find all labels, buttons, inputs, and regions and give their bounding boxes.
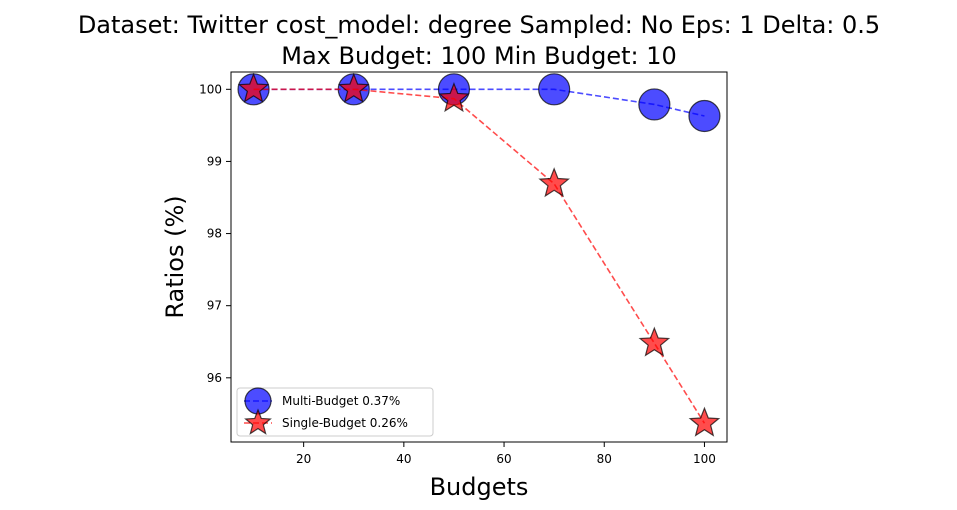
y-axis-label: Ratios (%) (161, 195, 189, 318)
data-point-star (337, 72, 370, 103)
legend-label: Multi-Budget 0.37% (282, 394, 400, 408)
chart-title-line2: Max Budget: 100 Min Budget: 10 (281, 42, 677, 70)
x-tick-label: 40 (396, 452, 411, 466)
x-tick-label: 100 (693, 452, 716, 466)
x-axis-label: Budgets (430, 473, 529, 501)
data-point-circle (638, 88, 671, 121)
legend-frame (236, 387, 434, 437)
series-layer (237, 72, 721, 437)
y-tick-label: 99 (207, 154, 222, 168)
series-line-star (253, 88, 706, 424)
legend: Multi-Budget 0.37% Single-Budget 0.26% (236, 387, 434, 437)
x-tick-label: 20 (296, 452, 311, 466)
data-point-star (237, 72, 270, 103)
series-line-circle (253, 88, 705, 117)
y-tick-label: 97 (207, 299, 222, 313)
x-tick-label: 60 (496, 452, 511, 466)
x-tick-label: 80 (597, 452, 612, 466)
data-point-star (638, 326, 671, 357)
data-point-circle (538, 73, 571, 106)
x-axis-ticks: 20 40 60 80 100 (296, 442, 716, 466)
plot-area (230, 71, 728, 443)
y-tick-label: 100 (199, 82, 222, 96)
legend-marker-star (244, 408, 272, 435)
legend-label: Single-Budget 0.26% (282, 416, 408, 430)
y-tick-label: 98 (207, 227, 222, 241)
data-point-star (688, 406, 721, 437)
data-point-circle (688, 99, 721, 133)
data-point-star (438, 82, 470, 113)
data-point-star (538, 167, 570, 198)
y-tick-label: 96 (207, 371, 222, 385)
y-axis-ticks: 96 97 98 99 100 (199, 82, 231, 385)
chart-title-line1: Dataset: Twitter cost_model: degree Samp… (78, 11, 880, 39)
